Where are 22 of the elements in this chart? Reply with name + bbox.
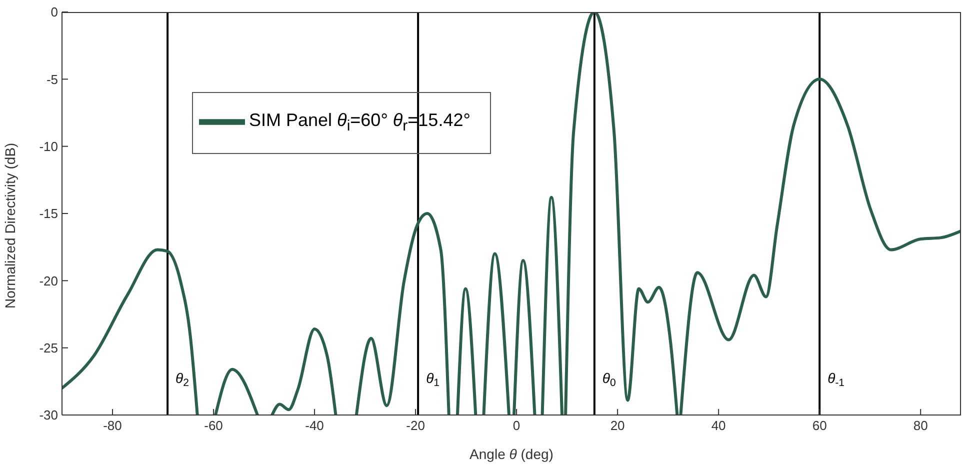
- y-tick-label: -5: [46, 72, 58, 87]
- x-tick-label: 40: [711, 418, 726, 434]
- y-tick-label: -10: [39, 138, 58, 154]
- x-tick-label: 20: [610, 418, 625, 434]
- x-tick-label: 80: [913, 418, 928, 434]
- y-tick-label: -15: [39, 206, 58, 222]
- ref-line-label: θ$_{-1}$: [828, 370, 845, 390]
- x-tick-label: -40: [305, 418, 324, 434]
- y-tick-label: -25: [39, 340, 58, 356]
- x-tick-label: 0: [512, 418, 520, 434]
- ref-line-label: θ$_{2}$: [176, 370, 190, 390]
- x-tick-label: -80: [103, 418, 122, 434]
- y-tick-label: 0: [50, 4, 58, 20]
- x-tick-label: -20: [406, 418, 425, 434]
- x-tick-label: 60: [812, 418, 827, 434]
- ref-line-label: θ$_{0}$: [602, 370, 616, 390]
- y-axis-title: Normalized Directivity (dB): [2, 142, 18, 308]
- x-tick-label: -60: [204, 418, 223, 434]
- ref-line-label: θ$_{1}$: [426, 370, 440, 390]
- x-axis-title: Angle θ (deg): [470, 446, 554, 462]
- y-tick-label: -30: [39, 408, 58, 423]
- y-tick-label: -20: [39, 273, 58, 288]
